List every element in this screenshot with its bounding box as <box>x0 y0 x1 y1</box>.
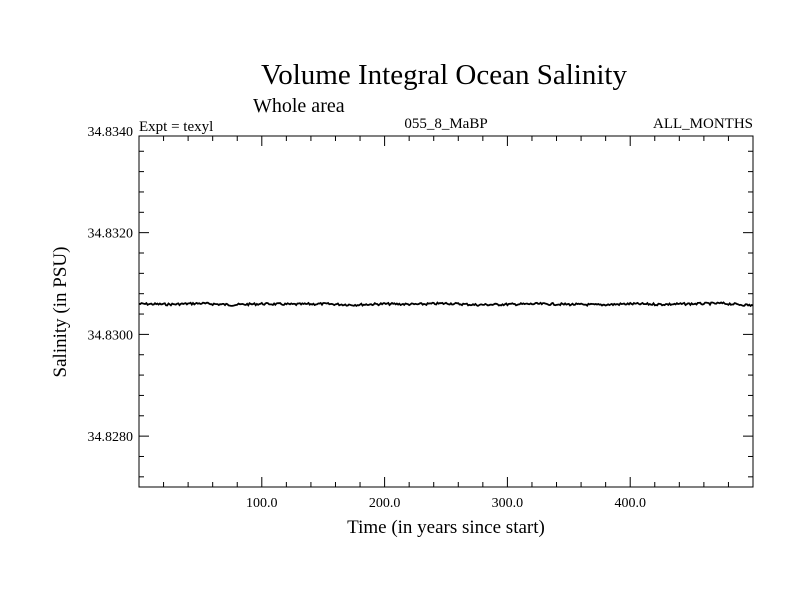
tick-labels: 100.0 200.0 300.0 400.0 34.8280 34.8300 34.832… <box>88 125 646 511</box>
x-tick-label: 200.0 <box>369 496 401 511</box>
y-tick-label: 34.8300 <box>88 328 134 343</box>
tick-marks <box>139 136 753 487</box>
header-right: ALL_MONTHS <box>653 116 753 132</box>
plot-area <box>138 135 754 488</box>
header-center: 055_8_MaBP <box>404 116 487 132</box>
x-tick-label: 100.0 <box>246 496 278 511</box>
salinity-series-line <box>138 301 754 308</box>
header-left: Expt = texyl <box>139 119 213 135</box>
x-axis-label: Time (in years since start) <box>347 517 545 538</box>
x-tick-label: 300.0 <box>492 496 524 511</box>
y-axis-label: Salinity (in PSU) <box>50 247 71 378</box>
x-tick-label: 400.0 <box>614 496 646 511</box>
y-tick-label: 34.8320 <box>88 227 134 242</box>
y-tick-label: 34.8280 <box>88 430 134 445</box>
chart-title: Volume Integral Ocean Salinity <box>261 59 627 91</box>
y-tick-label: 34.8340 <box>88 125 134 140</box>
chart-subtitle: Whole area <box>253 95 345 117</box>
